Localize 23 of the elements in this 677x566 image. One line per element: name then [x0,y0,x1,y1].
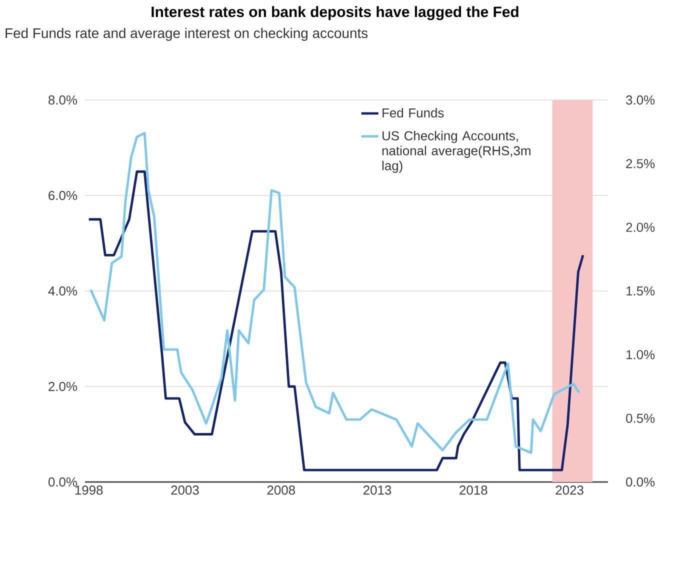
y-tick-label: 8.0% [48,95,78,105]
y2-tick-label: 2.0% [626,222,655,232]
legend-label: Fed Funds [382,108,444,118]
x-tick-label: 2018 [460,486,488,495]
line-series [90,132,580,454]
y2-tick-label: 1.0% [626,350,655,360]
x-tick-label: 2003 [171,486,199,495]
y2-tick-label: 1.5% [626,286,655,296]
chart-subtitle: Fed Funds rate and average interest on checking accounts [6,28,368,41]
y-tick-label: 4.0% [48,286,78,296]
y2-tick-label: 3.0% [626,95,655,105]
x-tick-label: 1998 [75,486,103,495]
x-tick-label: 2023 [556,486,584,495]
x-tick-label: 2008 [267,486,295,495]
chart-title: Interest rates on bank deposits have lagged the Fed [152,6,518,20]
legend-label: US Checking Accounts, national average(RHS,3m lag) [382,130,530,173]
y2-tick-label: 2.5% [626,159,655,168]
y-tick-label: 6.0% [48,190,78,200]
y-tick-label: 2.0% [48,382,78,392]
x-tick-label: 2013 [364,486,392,495]
y-tick-label: 0.0% [48,477,78,487]
y2-tick-label: 0.0% [626,477,655,487]
y2-tick-label: 0.5% [626,414,655,423]
